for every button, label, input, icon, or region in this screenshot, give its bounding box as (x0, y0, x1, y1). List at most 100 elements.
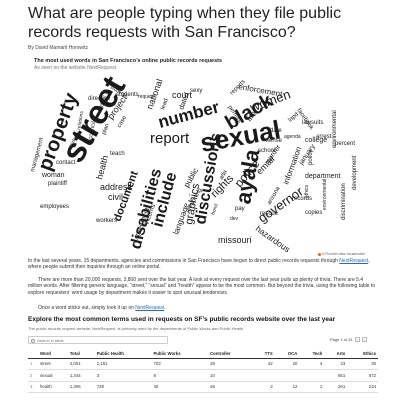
cloud-word: request (138, 94, 155, 100)
cell-tech: 1 (299, 381, 324, 393)
cloud-word: governor (255, 183, 306, 225)
page-headline: What are people typing when they file pu… (28, 4, 378, 42)
cell-public-health: 3 (95, 370, 152, 382)
cloud-word: report (150, 130, 190, 147)
cell-ethics: 672 (347, 370, 378, 382)
nextrequest-link[interactable]: NextRequest (339, 258, 368, 264)
cell-public-health: 728 (95, 381, 152, 393)
col-header-ethics[interactable]: Ethics (347, 349, 378, 358)
cell-controller: 10 (208, 370, 253, 382)
cloud-word: college (305, 137, 327, 144)
cloud-word: sexual (198, 114, 283, 158)
cloud-word: graphics (183, 182, 202, 226)
cloud-word: directive (88, 96, 111, 102)
cloud-word: email (254, 154, 276, 176)
cloud-word: dated (178, 92, 191, 111)
table-search[interactable] (28, 336, 168, 344)
cloud-word: orders (97, 95, 111, 113)
col-header-total[interactable]: Total (68, 349, 95, 358)
cloud-word: copies (305, 210, 322, 216)
col-header-public-health[interactable]: Public Health (95, 349, 152, 358)
cloud-word: records (292, 196, 312, 202)
col-header-public-works[interactable]: Public Works (151, 349, 208, 358)
table-row: 1 street 2,051 1,191 703 29 42 20 4 23 3… (28, 358, 378, 370)
cloud-word: rights (209, 172, 237, 200)
col-header-tech[interactable]: Tech (299, 349, 324, 358)
cloud-word: teach (110, 151, 125, 157)
search-icon (31, 339, 35, 343)
cloud-word: relations (76, 110, 85, 130)
cell-arts: 651 (324, 370, 347, 382)
cloud-word: women (247, 86, 292, 115)
cell-arts: 23 (324, 358, 347, 370)
cloud-word: residents (67, 130, 83, 151)
cell-word: sexual (38, 370, 68, 382)
cloud-word: permits (226, 105, 242, 125)
col-header-oca[interactable]: OCA (275, 349, 300, 358)
cloud-word: employees (40, 204, 69, 210)
cloud-word: property (34, 89, 83, 174)
cloud-word: plaintiff (48, 181, 67, 187)
cell-rank: 2 (28, 370, 38, 382)
byline: By David Mamaril Horowitz (28, 45, 88, 51)
col-header-controller[interactable]: Controller (208, 349, 253, 358)
cloud-word: development (352, 155, 358, 190)
cloud-word: january (297, 143, 317, 167)
cell-ethics: 30 (347, 358, 378, 370)
cloud-word: management (30, 137, 45, 173)
flourish-credit[interactable]: A Flourish data visualization (318, 252, 365, 256)
cloud-word: missouri (218, 235, 252, 245)
cell-tech: 4 (299, 358, 324, 370)
cell-rank: 1 (28, 358, 38, 370)
table-header-row: Word Total Public Health Public Works Co… (28, 349, 378, 358)
table-row: 2 sexual 1,344 3 8 10 651 672 (28, 370, 378, 382)
next-page-icon[interactable]: › (362, 337, 367, 342)
cloud-word: ayala (230, 147, 264, 206)
nextrequest-link-2[interactable]: NextRequest (135, 305, 164, 311)
cell-word: health (38, 381, 68, 393)
cloud-word: reporting (187, 187, 204, 211)
cloud-word: department (305, 173, 340, 180)
cloud-word: ethics (304, 184, 310, 198)
cell-oca (275, 370, 300, 382)
cloud-word: national (144, 78, 164, 111)
cloud-word: discrimination (341, 183, 347, 220)
cloud-word: environmental (322, 179, 328, 210)
cloud-word: number (156, 97, 222, 132)
cell-oca: 12 (275, 381, 300, 393)
cell-public-works: 8 (151, 370, 208, 382)
cloud-word: health (94, 154, 110, 180)
cloud-word: information (281, 145, 303, 185)
cloud-word: language (171, 201, 191, 236)
col-header-arts[interactable]: Arts (324, 349, 347, 358)
cloud-word: black (222, 89, 278, 134)
col-header-word[interactable]: Word (38, 349, 68, 358)
p1-text: In the last several years, 15 department… (28, 258, 339, 264)
cloud-word: students (116, 92, 139, 98)
prev-page-icon[interactable]: ‹ (355, 337, 360, 342)
col-header-ttx[interactable]: TTX (253, 349, 275, 358)
cloud-word: case (117, 114, 129, 129)
credit-label: A Flourish data visualization (322, 252, 365, 256)
cloud-word: address (100, 182, 133, 192)
cell-controller: 29 (208, 358, 253, 370)
cloud-word: agreement (133, 207, 151, 241)
cloud-word: policy (308, 150, 314, 165)
cloud-word: agenda (284, 134, 301, 140)
cell-controller: 26 (208, 381, 253, 393)
cell-public-health: 1,191 (95, 358, 152, 370)
cloud-word: lead (160, 98, 170, 111)
cloud-word: pay (235, 206, 245, 212)
terms-table: Word Total Public Health Public Works Co… (28, 349, 378, 393)
cell-arts: 261 (324, 381, 347, 393)
intro-paragraph-1: In the last several years, 15 department… (28, 258, 378, 271)
cloud-word: enforcement (238, 82, 284, 99)
cloud-word: facebook (295, 108, 314, 132)
search-input[interactable] (37, 337, 167, 344)
cell-total: 2,051 (68, 358, 95, 370)
intro-paragraph-2: There are more than 20,000 requests, 3,8… (28, 277, 378, 296)
cloud-word: bond (210, 203, 220, 216)
cloud-word: discussions (192, 132, 225, 226)
cloud-word: disabilities (127, 167, 165, 251)
col-header-rank[interactable] (28, 349, 38, 358)
